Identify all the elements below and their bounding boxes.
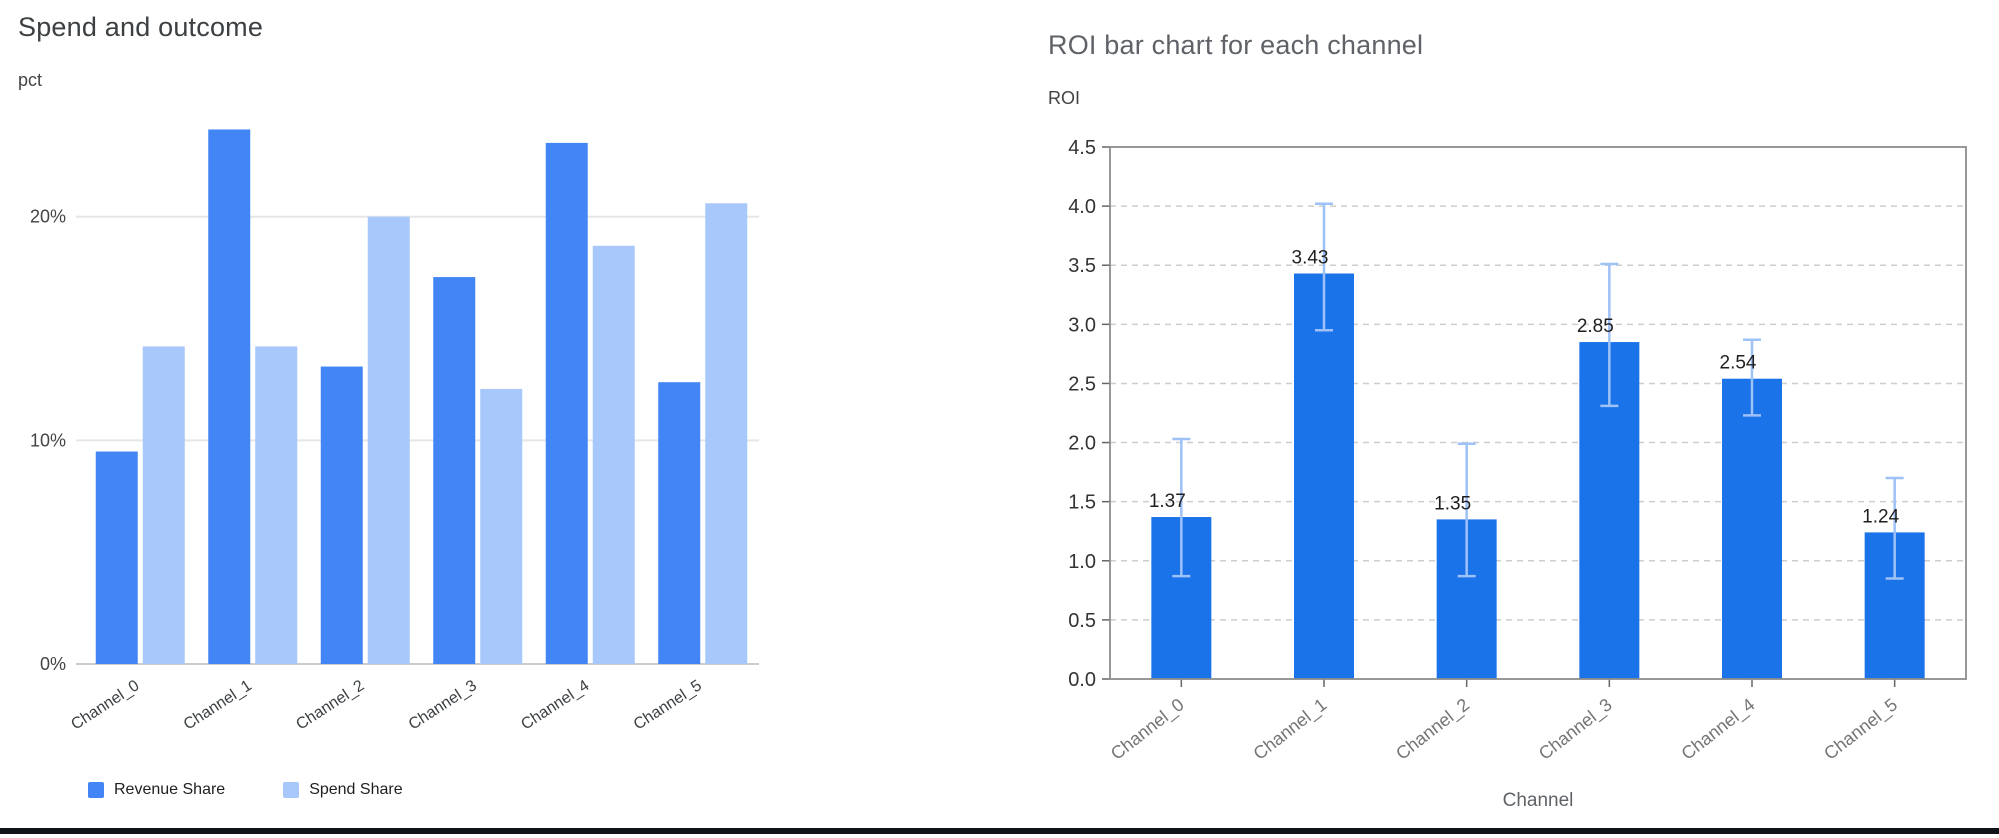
left-x-tick-label: Channel_1 bbox=[181, 677, 255, 733]
left-chart-title: Spend and outcome bbox=[18, 12, 264, 42]
legend-swatch-revenue-share bbox=[88, 782, 104, 798]
bar-revenue-share bbox=[658, 382, 701, 664]
right-y-tick-label: 4.5 bbox=[1068, 137, 1096, 159]
bar-revenue-share bbox=[320, 366, 363, 664]
legend-swatch-spend-share bbox=[283, 782, 300, 798]
right-x-tick-label: Channel_5 bbox=[1820, 694, 1902, 764]
right-y-tick-label: 3.5 bbox=[1068, 255, 1096, 277]
left-y-tick-label: 10% bbox=[30, 430, 66, 450]
left-x-tick-label: Channel_5 bbox=[631, 677, 705, 733]
legend-label-spend-share: Spend Share bbox=[309, 781, 403, 798]
bar-spend-share bbox=[705, 203, 748, 664]
right-y-tick-label: 2.5 bbox=[1068, 373, 1096, 395]
right-x-tick-label: Channel_0 bbox=[1107, 694, 1189, 764]
bottom-divider bbox=[0, 828, 1999, 834]
right-x-axis-title: Channel bbox=[1502, 790, 1574, 811]
bar-roi bbox=[1722, 378, 1782, 679]
bar-value-label: 3.43 bbox=[1292, 247, 1329, 268]
legend-item-spend-share: Spend Share bbox=[283, 781, 403, 799]
right-y-tick-label: 0.5 bbox=[1068, 610, 1096, 632]
bar-spend-share bbox=[592, 245, 635, 664]
right-y-tick-label: 0.0 bbox=[1068, 669, 1096, 691]
bar-revenue-share bbox=[208, 129, 251, 664]
left-x-tick-label: Channel_2 bbox=[293, 677, 367, 733]
bar-spend-share bbox=[255, 346, 298, 664]
bar-value-label: 1.35 bbox=[1434, 493, 1471, 514]
bar-value-label: 1.24 bbox=[1862, 506, 1899, 527]
bar-spend-share bbox=[480, 388, 523, 664]
bar-roi bbox=[1294, 273, 1354, 679]
left-chart-legend: Revenue Share Spend Share bbox=[88, 781, 403, 799]
right-x-tick-label: Channel_2 bbox=[1392, 694, 1474, 764]
right-x-tick-label: Channel_3 bbox=[1535, 694, 1617, 764]
bar-revenue-share bbox=[95, 451, 138, 664]
right-y-tick-label: 2.0 bbox=[1068, 433, 1096, 455]
bar-spend-share bbox=[142, 346, 185, 664]
left-x-tick-label: Channel_3 bbox=[406, 677, 480, 733]
left-y-tick-label: 20% bbox=[30, 207, 66, 227]
legend-item-revenue-share: Revenue Share bbox=[88, 781, 225, 799]
right-x-tick-label: Channel_1 bbox=[1250, 694, 1332, 764]
bar-value-label: 2.54 bbox=[1720, 353, 1757, 374]
bar-value-label: 1.37 bbox=[1149, 491, 1186, 512]
bar-spend-share bbox=[367, 216, 410, 665]
right-y-tick-label: 1.0 bbox=[1068, 551, 1096, 573]
bar-revenue-share bbox=[433, 277, 476, 664]
bar-value-label: 2.85 bbox=[1577, 316, 1614, 337]
left-x-tick-label: Channel_4 bbox=[518, 677, 592, 733]
right-y-tick-label: 4.0 bbox=[1068, 196, 1096, 218]
right-y-tick-label: 3.0 bbox=[1068, 314, 1096, 336]
spend-outcome-bar-chart: 0% 10% 20% Channel_0 Channel_1 Channel_2 Chann… bbox=[30, 129, 759, 734]
right-chart-title: ROI bar chart for each channel bbox=[1048, 30, 1424, 60]
left-y-tick-label: 0% bbox=[40, 654, 66, 674]
right-x-tick-label: Channel_4 bbox=[1678, 694, 1760, 764]
right-y-axis-unit-label: ROI bbox=[1048, 88, 1081, 108]
left-x-tick-label: Channel_0 bbox=[68, 677, 142, 733]
bar-revenue-share bbox=[545, 142, 588, 665]
roi-bar-chart: 0.0 0.5 1.0 1.5 2.0 2.5 3.0 3.5 4.0 4.5 1.37 Channe… bbox=[1068, 137, 1967, 765]
left-y-axis-unit-label: pct bbox=[18, 70, 43, 90]
right-y-tick-label: 1.5 bbox=[1068, 492, 1096, 514]
plot-frame bbox=[1109, 146, 1967, 680]
legend-label-revenue-share: Revenue Share bbox=[114, 781, 226, 798]
